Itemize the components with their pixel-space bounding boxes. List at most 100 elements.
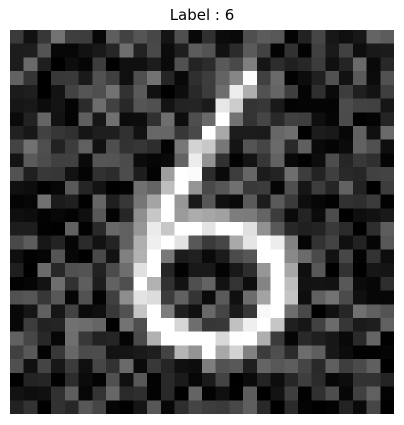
pixel: [284, 194, 298, 209]
pixel: [188, 400, 202, 414]
pixel: [202, 57, 216, 72]
pixel: [174, 222, 189, 236]
pixel: [92, 208, 106, 222]
pixel: [106, 372, 120, 387]
pixel: [366, 222, 381, 236]
pixel: [380, 71, 394, 85]
pixel: [298, 400, 312, 414]
pixel: [64, 71, 79, 85]
pixel: [311, 139, 326, 154]
pixel: [92, 167, 106, 181]
pixel: [147, 194, 161, 209]
pixel: [352, 30, 367, 44]
pixel: [256, 400, 271, 414]
pixel: [147, 386, 161, 401]
pixel: [243, 153, 257, 168]
pixel: [174, 290, 189, 305]
pixel: [119, 290, 134, 305]
pixel: [229, 126, 244, 140]
pixel: [64, 263, 79, 277]
pixel: [366, 276, 381, 291]
pixel: [78, 222, 93, 236]
pixel: [106, 180, 120, 195]
pixel: [147, 153, 161, 168]
pixel: [229, 194, 244, 209]
pixel: [174, 180, 189, 195]
pixel: [78, 331, 93, 346]
pixel: [78, 139, 93, 154]
pixel: [64, 222, 79, 236]
pixel: [339, 98, 353, 113]
pixel: [160, 139, 175, 154]
pixel: [243, 263, 257, 277]
figure-title: Label : 6: [169, 6, 235, 24]
pixel: [380, 208, 394, 222]
pixel: [37, 112, 52, 126]
pixel: [147, 318, 161, 332]
pixel: [51, 194, 65, 209]
pixel: [380, 139, 394, 154]
pixel: [243, 84, 257, 99]
pixel: [311, 71, 326, 85]
pixel: [119, 372, 134, 387]
pixel: [256, 276, 271, 291]
pixel: [37, 98, 52, 113]
pixel: [37, 222, 52, 236]
pixel: [380, 98, 394, 113]
pixel: [270, 98, 285, 113]
pixel: [64, 276, 79, 291]
pixel: [23, 194, 38, 209]
pixel: [366, 30, 381, 44]
pixel: [92, 263, 106, 277]
pixel: [366, 331, 381, 346]
pixel: [106, 263, 120, 277]
pixel: [133, 331, 148, 346]
pixel: [10, 153, 24, 168]
pixel: [380, 263, 394, 277]
pixel: [339, 263, 353, 277]
pixel: [78, 153, 93, 168]
pixel: [92, 43, 106, 58]
pixel: [352, 235, 367, 250]
pixel: [51, 180, 65, 195]
pixel: [78, 208, 93, 222]
pixel: [298, 180, 312, 195]
pixel: [78, 43, 93, 58]
pixel: [325, 318, 340, 332]
pixel: [106, 386, 120, 401]
pixel: [147, 263, 161, 277]
pixel: [133, 345, 148, 360]
pixel: [325, 84, 340, 99]
pixel: [119, 318, 134, 332]
pixel: [229, 345, 244, 360]
pixel: [298, 222, 312, 236]
pixel: [10, 84, 24, 99]
pixel: [215, 276, 230, 291]
pixel: [106, 331, 120, 346]
pixel: [106, 57, 120, 72]
pixel: [10, 112, 24, 126]
pixel: [92, 98, 106, 113]
pixel: [284, 84, 298, 99]
pixel: [51, 167, 65, 181]
pixel: [51, 263, 65, 277]
pixel: [160, 112, 175, 126]
pixel: [23, 372, 38, 387]
pixel: [339, 71, 353, 85]
pixel: [64, 372, 79, 387]
pixel: [106, 153, 120, 168]
pixel: [352, 372, 367, 387]
pixel: [51, 372, 65, 387]
pixel: [366, 345, 381, 360]
pixel: [202, 167, 216, 181]
pixel: [106, 235, 120, 250]
pixel: [92, 180, 106, 195]
pixel: [133, 318, 148, 332]
pixel: [270, 222, 285, 236]
pixel: [229, 98, 244, 113]
pixel: [188, 318, 202, 332]
pixel: [325, 304, 340, 318]
pixel: [174, 331, 189, 346]
pixel: [133, 43, 148, 58]
pixel: [284, 276, 298, 291]
